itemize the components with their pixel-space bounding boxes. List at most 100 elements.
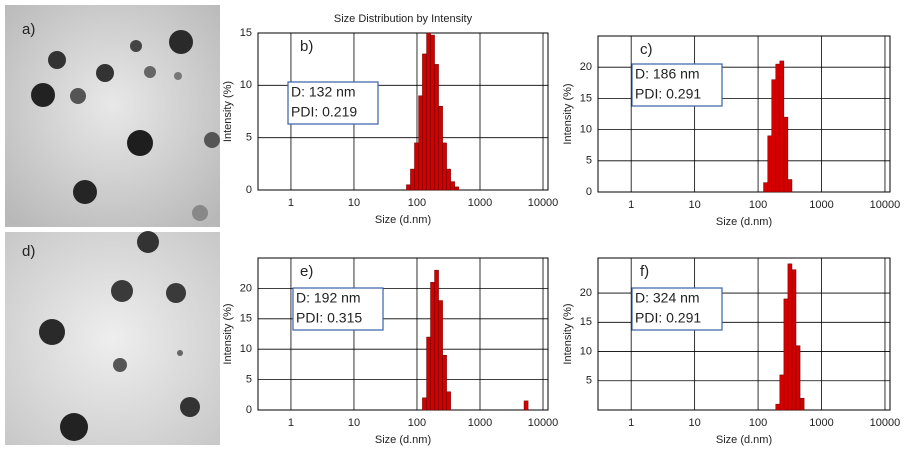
histogram-bar: [426, 32, 431, 191]
histogram-bar: [442, 142, 447, 191]
x-tick-label: 100: [408, 197, 426, 209]
histogram-bar: [434, 64, 439, 191]
y-tick-label: 15: [240, 313, 252, 325]
x-tick-label: 1: [288, 197, 294, 209]
x-axis-label: Size (d.nm): [375, 434, 431, 446]
panel-label: f): [640, 263, 649, 280]
panel-label: d): [22, 243, 35, 260]
y-tick-label: 5: [246, 374, 252, 386]
y-tick-label: 0: [246, 404, 252, 416]
panel-label: c): [640, 41, 653, 58]
y-axis-label: Intensity (%): [562, 303, 574, 364]
histogram-bar: [763, 182, 768, 193]
panel-label: e): [300, 263, 313, 280]
annotation-box: [287, 81, 379, 125]
histogram-bar: [787, 263, 793, 411]
y-tick-label: 15: [580, 92, 592, 104]
histogram-bar: [775, 63, 781, 193]
plot-area: [257, 257, 549, 411]
annotation: PDI: 0.291: [635, 310, 701, 326]
tem-image-a: [5, 5, 220, 227]
histogram-bar: [406, 184, 411, 191]
x-tick-label: 10000: [528, 417, 559, 429]
x-tick-label: 10: [689, 199, 701, 211]
annotation: D: 324 nm: [635, 290, 700, 306]
x-axis-label: Size (d.nm): [375, 214, 431, 226]
histogram-bar: [442, 355, 447, 411]
annotation: PDI: 0.315: [296, 310, 362, 326]
x-tick-label: 1: [288, 417, 294, 429]
histogram-bar: [791, 269, 797, 411]
y-tick-label: 5: [586, 375, 592, 387]
x-tick-label: 100: [749, 199, 767, 211]
histogram-bar: [438, 300, 443, 411]
y-tick-label: 15: [240, 27, 252, 39]
histogram-bar: [430, 282, 435, 411]
plot-area: [597, 257, 891, 411]
x-tick-label: 1000: [809, 199, 833, 211]
histogram-bar: [426, 336, 431, 411]
histogram-bar: [430, 34, 435, 191]
x-axis-label: Size (d.nm): [716, 216, 772, 228]
x-tick-label: 10: [348, 197, 360, 209]
histogram-bar: [783, 298, 789, 411]
annotation: D: 186 nm: [635, 66, 700, 82]
y-tick-label: 20: [580, 287, 592, 299]
plot-area: [597, 35, 891, 193]
annotation: PDI: 0.219: [291, 104, 357, 120]
y-tick-label: 10: [580, 124, 592, 136]
x-tick-label: 1000: [468, 197, 492, 209]
annotation-box: [631, 287, 723, 331]
y-tick-label: 10: [580, 345, 592, 357]
annotation-box: [292, 287, 384, 331]
x-tick-label: 100: [749, 417, 767, 429]
histogram-bar: [418, 95, 423, 191]
y-tick-label: 5: [586, 155, 592, 167]
histogram-bar: [410, 168, 415, 191]
x-tick-label: 1: [628, 199, 634, 211]
x-tick-label: 1000: [468, 417, 492, 429]
histogram-bar: [523, 400, 529, 411]
y-tick-label: 20: [240, 282, 252, 294]
panel-label: b): [300, 38, 313, 55]
histogram-bar: [779, 374, 785, 411]
histogram-bar: [783, 116, 789, 193]
histogram-bar: [771, 79, 777, 193]
histogram-bar: [446, 391, 451, 411]
histogram-bar: [767, 135, 772, 193]
y-axis-label: Intensity (%): [222, 81, 234, 142]
y-tick-label: 0: [586, 186, 592, 198]
y-tick-label: 20: [580, 61, 592, 73]
histogram-bar: [422, 53, 427, 191]
annotation: D: 132 nm: [291, 84, 356, 100]
annotation-box: [631, 63, 723, 107]
x-tick-label: 10000: [870, 417, 901, 429]
tem-image-d: [5, 231, 220, 445]
chart-title: Size Distribution by Intensity: [334, 13, 473, 25]
y-tick-label: 10: [240, 343, 252, 355]
annotation: D: 192 nm: [296, 290, 361, 306]
histogram-bar: [422, 397, 427, 411]
histogram-bar: [787, 179, 793, 193]
annotation: PDI: 0.291: [635, 86, 701, 102]
histogram-bar: [450, 181, 455, 191]
y-tick-label: 5: [246, 132, 252, 144]
histogram-bar: [414, 142, 419, 191]
y-tick-label: 15: [580, 316, 592, 328]
histogram-bar: [446, 168, 451, 191]
y-tick-label: 0: [246, 184, 252, 196]
y-axis-label: Intensity (%): [562, 83, 574, 144]
x-tick-label: 10000: [528, 197, 559, 209]
x-tick-label: 10: [689, 417, 701, 429]
panel-label: a): [22, 21, 35, 38]
histogram-bar: [434, 269, 439, 411]
histogram-bar: [438, 106, 443, 191]
y-tick-label: 10: [240, 79, 252, 91]
x-tick-label: 1000: [809, 417, 833, 429]
histogram-bar: [775, 403, 781, 411]
histogram-bar: [799, 398, 805, 411]
x-tick-label: 10000: [870, 199, 901, 211]
histogram-bar: [795, 345, 801, 411]
x-tick-label: 100: [408, 417, 426, 429]
